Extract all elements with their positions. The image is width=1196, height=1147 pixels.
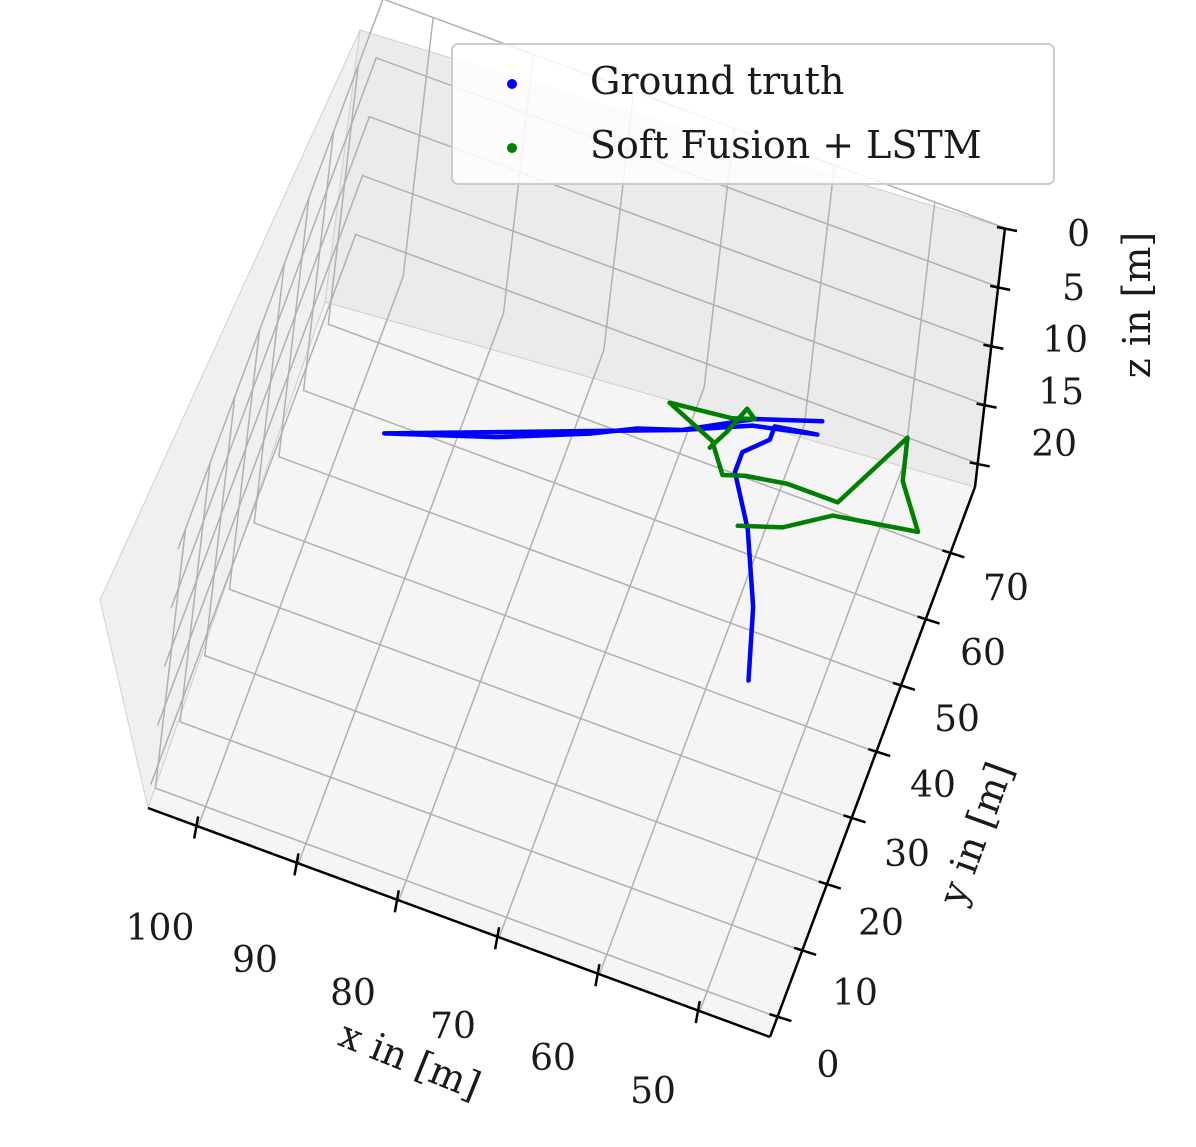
- legend: Ground truth Soft Fusion + LSTM: [451, 43, 1055, 185]
- x-tick-label: 80: [330, 973, 376, 1014]
- z-axis-title: z in [m]: [1115, 232, 1159, 379]
- z-tick-label: 5: [1062, 268, 1085, 309]
- y-tick-mark: [917, 615, 940, 625]
- z-gridline: [150, 233, 978, 785]
- y-gridline: [228, 330, 852, 820]
- y-tick-mark: [793, 946, 817, 957]
- y-gridline: [278, 197, 902, 687]
- y-tick-mark: [892, 681, 916, 691]
- y-tick-mark: [769, 1012, 792, 1023]
- z-tick-label: 15: [1038, 372, 1084, 413]
- y-tick-label: 50: [934, 699, 980, 740]
- legend-marker-soft-fusion-lstm: [507, 143, 517, 153]
- x-tick-mark: [594, 963, 601, 987]
- legend-marker-ground-truth: [507, 79, 517, 89]
- y-tick-label: 0: [817, 1045, 840, 1086]
- y-tick-mark: [818, 880, 842, 890]
- x-tick-label: 50: [630, 1071, 676, 1112]
- x-tick-label: 70: [430, 1006, 476, 1047]
- y-tick-label: 70: [983, 568, 1029, 609]
- legend-label-soft-fusion-lstm: Soft Fusion + LSTM: [590, 123, 982, 167]
- y-tick-label: 20: [858, 903, 904, 944]
- grid-lines: [150, 0, 1006, 1018]
- z-tick-label: 0: [1067, 214, 1090, 255]
- tick-marks: [192, 225, 1018, 1024]
- y-gridline: [302, 131, 926, 621]
- x-tick-mark: [694, 1000, 702, 1024]
- y-axis-line: [768, 486, 977, 1038]
- z-tick-mark: [989, 284, 1011, 292]
- y-gridline: [154, 529, 778, 1018]
- x-gridline: [598, 165, 836, 975]
- x-tick-label: 60: [530, 1038, 576, 1079]
- z-axis-line: [973, 227, 1007, 488]
- x-tick-mark: [293, 853, 300, 876]
- z-gridline: [163, 115, 992, 667]
- y-gridline: [179, 462, 803, 952]
- x-tick-label: 100: [126, 908, 195, 949]
- y-tick-label: 30: [884, 834, 930, 875]
- z-gridline: [156, 174, 985, 726]
- z-tick-mark: [976, 402, 997, 409]
- soft-fusion-lstm-trajectory: [667, 400, 921, 535]
- x-tick-label: 90: [232, 940, 278, 981]
- ground-truth-trajectory: [382, 416, 825, 683]
- legend-label-ground-truth: Ground truth: [590, 59, 844, 103]
- x-gridline: [197, 17, 434, 827]
- x-gridline: [498, 128, 735, 938]
- series-layer: [382, 400, 921, 683]
- z-tick-labels: 0 5 10 15 20: [1031, 214, 1090, 465]
- z-tick-label: 10: [1042, 320, 1088, 361]
- y-tick-mark: [867, 747, 891, 758]
- y-gridline: [253, 263, 877, 753]
- z-tick-mark: [983, 343, 1004, 350]
- y-gridline: [203, 396, 828, 886]
- z-tick-mark: [996, 225, 1018, 233]
- y-tick-label: 60: [960, 633, 1006, 674]
- axis-lines: [147, 227, 1007, 1039]
- z-gridline: [170, 56, 999, 609]
- z-tick-mark: [969, 461, 990, 468]
- z-tick-label: 20: [1031, 424, 1077, 465]
- legend-box: [451, 43, 1055, 185]
- y-tick-mark: [843, 814, 866, 824]
- x-tick-mark: [192, 816, 200, 839]
- y-tick-label: 10: [832, 973, 878, 1014]
- y-tick-labels: 0 10 20 30 40 50 60 70: [817, 568, 1029, 1086]
- y-tick-mark: [941, 549, 965, 559]
- x-tick-mark: [493, 927, 501, 950]
- x-tick-labels: 100 90 80 70 60 50: [126, 908, 676, 1112]
- x-tick-mark: [393, 890, 401, 913]
- x-axis-line: [147, 806, 771, 1039]
- y-tick-label: 40: [910, 765, 956, 806]
